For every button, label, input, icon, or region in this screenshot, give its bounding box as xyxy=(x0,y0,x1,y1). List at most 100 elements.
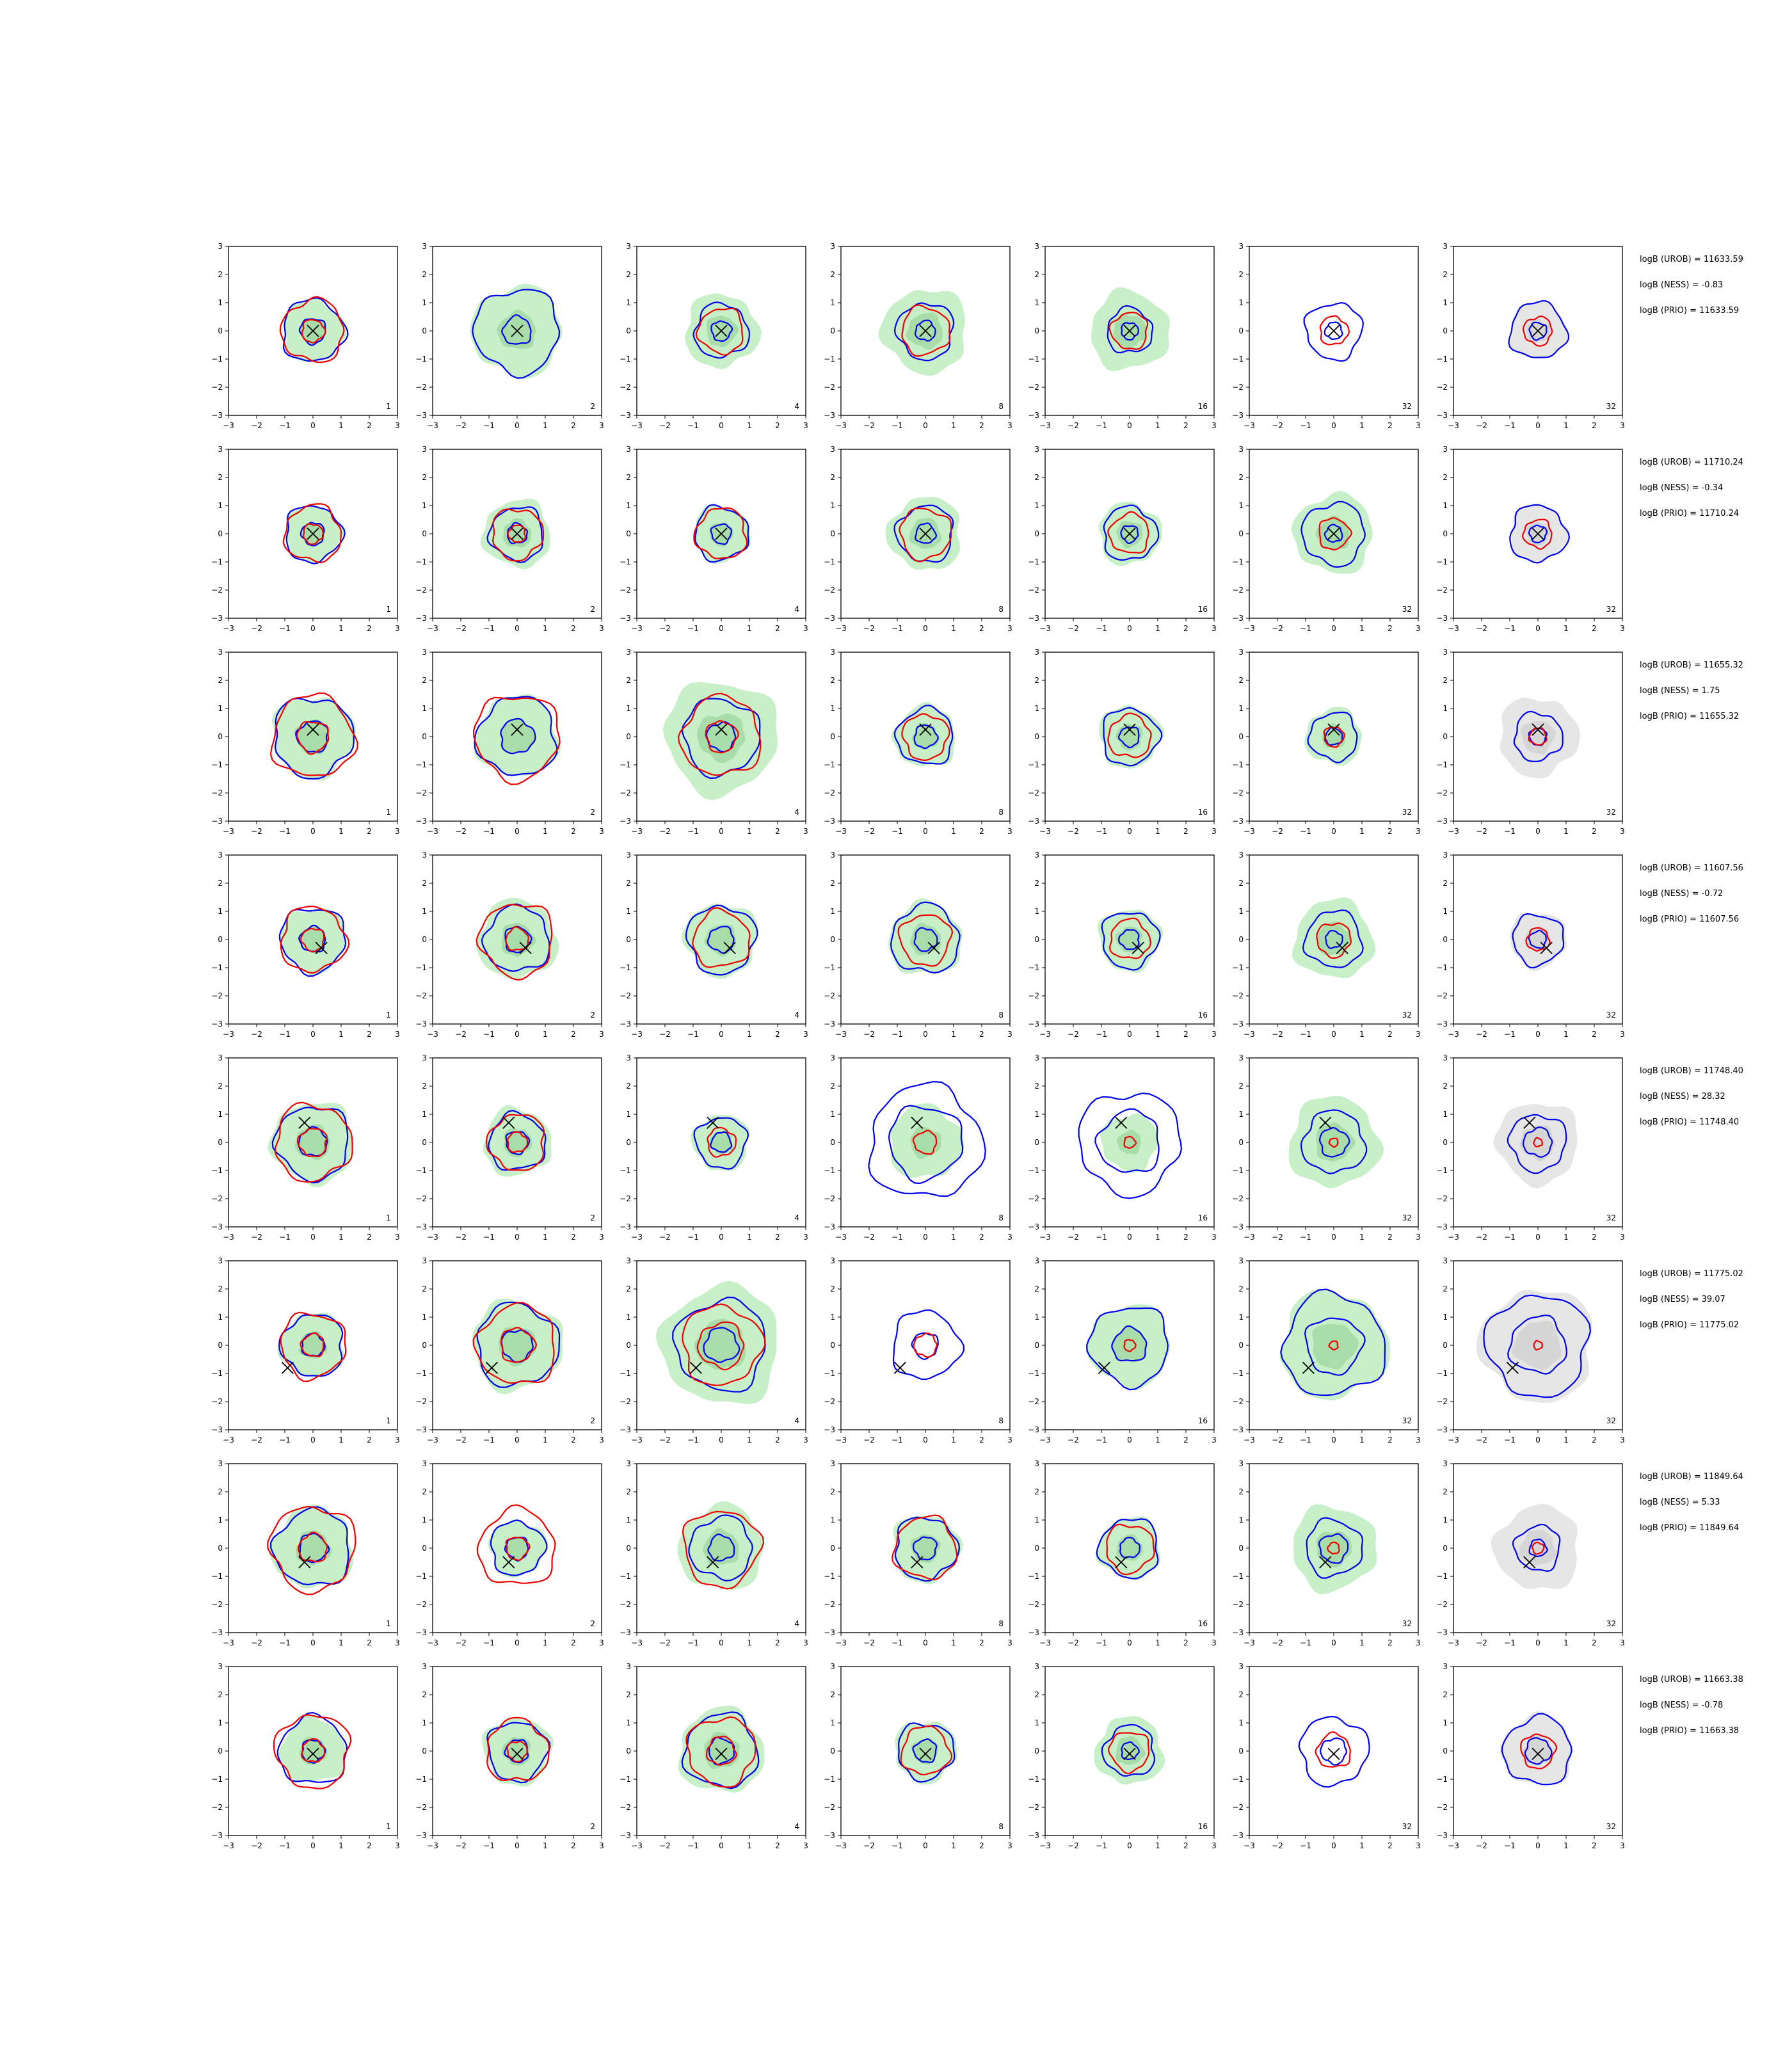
x-tick-label: 3 xyxy=(1620,421,1625,430)
panel-label: 2 xyxy=(590,1822,595,1831)
y-tick-label: 1 xyxy=(218,501,223,510)
x-tick-label: −3 xyxy=(631,624,643,633)
panel-r4-c1: −3−3 −2 −2 −1 −1 0 0 1 1 2 2 3 3 1 xyxy=(211,851,400,1039)
x-tick-label: 2 xyxy=(1388,624,1393,633)
x-tick-label: −3 xyxy=(427,421,438,430)
red-contour xyxy=(682,1303,766,1386)
blue-contour xyxy=(1528,929,1547,949)
y-tick-label: −2 xyxy=(1436,1397,1448,1406)
x-tick-label: 3 xyxy=(1620,624,1625,633)
red-contour xyxy=(1123,1135,1137,1149)
y-tick-label: 1 xyxy=(830,1516,835,1524)
x-tick-label: −3 xyxy=(1244,1638,1255,1647)
blue-contour xyxy=(269,1506,349,1586)
y-tick-label: 1 xyxy=(422,704,427,713)
truth-marker xyxy=(1336,941,1348,954)
truth-marker xyxy=(893,1361,907,1374)
truth-marker xyxy=(919,723,932,736)
x-tick-label: 3 xyxy=(1416,1638,1421,1647)
x-tick-label: −2 xyxy=(455,1233,467,1242)
y-tick-label: −2 xyxy=(1028,383,1039,392)
y-tick-label: −3 xyxy=(1232,1222,1244,1231)
y-tick-label: −2 xyxy=(1028,1600,1039,1609)
x-tick-label: 3 xyxy=(1212,827,1217,836)
y-tick-label: −2 xyxy=(620,1194,631,1203)
red-contour xyxy=(891,1514,958,1581)
x-tick-label: 1 xyxy=(1564,421,1569,430)
y-tick-label: −2 xyxy=(211,383,223,392)
red-contour xyxy=(507,524,527,543)
x-tick-label: −1 xyxy=(483,421,495,430)
y-tick-label: 3 xyxy=(1238,1459,1244,1468)
blue-contour xyxy=(1119,1537,1141,1559)
panel-r5-c4: −3−3 −2 −2 −1 −1 0 0 1 1 2 2 3 3 8 xyxy=(824,1053,1012,1242)
y-tick-label: −3 xyxy=(620,1020,631,1028)
x-tick-label: 2 xyxy=(775,1638,780,1647)
y-tick-label: 2 xyxy=(218,473,223,482)
y-tick-label: −3 xyxy=(824,1020,835,1028)
truth-marker xyxy=(511,1747,524,1761)
x-tick-label: 3 xyxy=(599,1436,604,1444)
x-tick-label: 1 xyxy=(1359,1841,1364,1850)
x-tick-label: −2 xyxy=(1068,421,1079,430)
x-tick-label: −1 xyxy=(483,1233,495,1242)
x-tick-label: 1 xyxy=(543,624,548,633)
truth-marker xyxy=(307,324,319,337)
panel-r8-c2: −3−3 −2 −2 −1 −1 0 0 1 1 2 2 3 3 2 xyxy=(415,1662,604,1850)
y-tick-label: −2 xyxy=(1028,991,1039,1000)
truth-marker xyxy=(1115,1556,1128,1569)
x-tick-label: −3 xyxy=(223,421,234,430)
blue-contour xyxy=(285,505,346,564)
x-tick-label: 1 xyxy=(1155,1436,1160,1444)
x-tick-label: 2 xyxy=(775,624,780,633)
red-contour xyxy=(500,1327,538,1363)
y-tick-label: 2 xyxy=(422,1690,427,1699)
x-tick-label: −2 xyxy=(659,624,671,633)
panel-r1-c2: −3−3 −2 −2 −1 −1 0 0 1 1 2 2 3 3 2 xyxy=(415,242,604,430)
panel-label: 32 xyxy=(1606,1213,1616,1222)
blue-contour xyxy=(278,909,347,977)
truth-marker xyxy=(519,941,532,954)
y-tick-label: −3 xyxy=(824,614,835,623)
x-tick-label: −1 xyxy=(687,827,699,836)
blue-contour xyxy=(1096,1518,1159,1580)
x-tick-label: 1 xyxy=(951,827,956,836)
x-tick-label: −3 xyxy=(223,1638,234,1647)
x-tick-label: 3 xyxy=(1620,1638,1625,1647)
x-tick-label: −3 xyxy=(1039,1233,1051,1242)
truth-marker xyxy=(715,723,728,736)
blue-contour xyxy=(1101,1724,1156,1777)
y-tick-label: 0 xyxy=(218,1341,223,1350)
y-tick-label: 0 xyxy=(1443,529,1448,538)
y-tick-label: −2 xyxy=(824,1397,835,1406)
x-tick-label: −1 xyxy=(1504,1638,1516,1647)
y-tick-label: 3 xyxy=(422,648,427,657)
x-tick-label: 3 xyxy=(1620,1233,1625,1242)
truth-marker xyxy=(715,527,728,540)
x-tick-label: 1 xyxy=(543,1638,548,1647)
x-tick-label: 0 xyxy=(310,1233,316,1242)
y-tick-label: 3 xyxy=(626,851,631,860)
blue-contour xyxy=(681,698,761,780)
red-contour xyxy=(1328,1137,1339,1148)
truth-marker xyxy=(1506,1361,1519,1374)
y-tick-label: 3 xyxy=(422,1053,427,1062)
x-tick-label: −3 xyxy=(223,1436,234,1444)
x-tick-label: 1 xyxy=(1564,1030,1569,1039)
y-tick-label: −1 xyxy=(415,1166,427,1175)
y-tick-label: 3 xyxy=(1238,445,1244,454)
red-contour xyxy=(1531,1541,1545,1555)
x-tick-label: 0 xyxy=(1127,1436,1132,1444)
y-tick-label: −2 xyxy=(1232,586,1244,595)
panel-label: 32 xyxy=(1606,808,1616,817)
blue-contour xyxy=(1307,711,1358,764)
y-tick-label: −3 xyxy=(1436,1222,1448,1231)
logb-annotation: logB (PRIO) = 11655.32 xyxy=(1640,712,1739,721)
axes-frame xyxy=(1249,1666,1419,1836)
y-tick-label: −2 xyxy=(415,383,427,392)
y-tick-label: −1 xyxy=(415,1572,427,1581)
y-tick-label: 1 xyxy=(830,1110,835,1119)
y-tick-label: 3 xyxy=(422,242,427,251)
panel-r7-c4: −3−3 −2 −2 −1 −1 0 0 1 1 2 2 3 3 8 xyxy=(824,1459,1012,1647)
x-tick-label: 1 xyxy=(1564,827,1569,836)
